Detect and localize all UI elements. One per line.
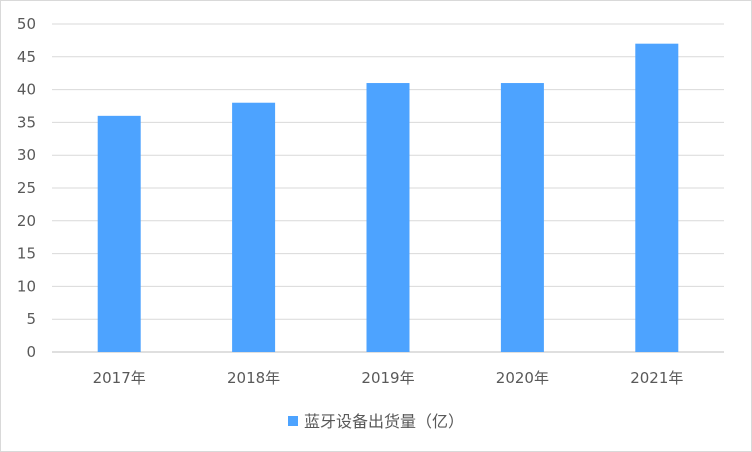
y-tick-label: 45 <box>17 48 36 66</box>
legend: 蓝牙设备出货量（亿） <box>0 408 752 432</box>
bar <box>97 115 141 352</box>
bar <box>232 102 276 352</box>
y-tick-label: 35 <box>17 113 36 131</box>
bar <box>635 43 679 353</box>
y-tick-label: 10 <box>17 277 36 295</box>
y-tick-label: 30 <box>17 146 36 164</box>
y-tick-label: 5 <box>26 310 36 328</box>
legend-label: 蓝牙设备出货量（亿） <box>303 412 464 431</box>
x-tick-label: 2018年 <box>227 369 280 387</box>
y-tick-label: 15 <box>17 245 36 263</box>
y-tick-label: 20 <box>17 212 36 230</box>
bar <box>500 83 544 352</box>
y-tick-label: 40 <box>17 81 36 99</box>
x-tick-label: 2017年 <box>93 369 146 387</box>
y-tick-label: 25 <box>17 179 36 197</box>
legend-swatch <box>287 416 298 426</box>
bar <box>366 83 410 352</box>
x-tick-label: 2019年 <box>361 369 414 387</box>
x-tick-label: 2021年 <box>630 369 683 387</box>
y-tick-label: 0 <box>26 343 36 361</box>
x-tick-label: 2020年 <box>496 369 549 387</box>
y-tick-label: 50 <box>17 15 36 33</box>
